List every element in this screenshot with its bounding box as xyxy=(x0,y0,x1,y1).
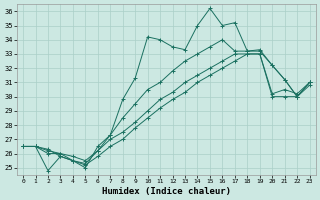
X-axis label: Humidex (Indice chaleur): Humidex (Indice chaleur) xyxy=(102,187,231,196)
